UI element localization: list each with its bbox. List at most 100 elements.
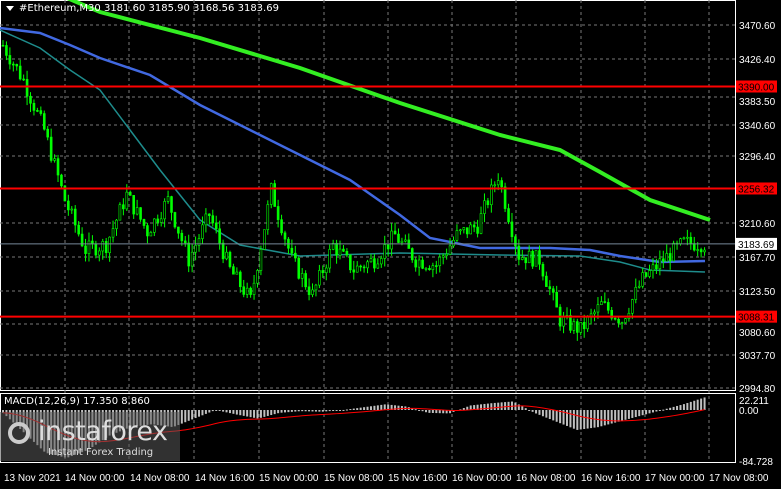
macd-histogram-bar (400, 406, 403, 410)
candle-body (256, 270, 259, 284)
candle-body (551, 288, 555, 293)
ma-fast-line (0, 26, 706, 264)
candle-body (149, 232, 153, 237)
time-tick: 17 Nov 08:00 (709, 473, 769, 484)
macd-histogram-bar (569, 410, 572, 428)
time-tick: 14 Nov 16:00 (195, 473, 255, 484)
macd-histogram-bar (480, 404, 483, 410)
macd-histogram-bar (648, 410, 651, 414)
macd-histogram-bar (352, 408, 355, 410)
macd-histogram-bar (696, 399, 699, 410)
macd-histogram-bar (277, 410, 280, 414)
candle-body (97, 250, 101, 256)
candle-body (321, 270, 325, 274)
macd-histogram-bar (342, 409, 345, 411)
macd-histogram-bar (356, 408, 359, 410)
macd-histogram-bar (394, 405, 397, 410)
macd-histogram-bar (614, 410, 617, 423)
macd-histogram-bar (431, 410, 434, 413)
candle-body (510, 221, 514, 238)
dropdown-triangle-icon[interactable] (6, 5, 14, 11)
candle-body (345, 250, 349, 256)
macd-histogram-bar (308, 410, 311, 412)
candle-body (177, 226, 180, 234)
candle-body (534, 250, 538, 267)
candle-body (228, 251, 232, 267)
candle-body (531, 250, 534, 267)
candle-body (679, 238, 682, 244)
macd-histogram-bar (332, 410, 335, 411)
candle-body (500, 180, 503, 188)
candle-body (73, 208, 77, 226)
candle-body (314, 284, 318, 291)
candle-body (472, 224, 476, 228)
macd-histogram-bar (411, 408, 414, 410)
current-price-badge (736, 237, 777, 250)
candle-body (689, 236, 693, 244)
candle-body (686, 236, 689, 239)
candle-body (111, 228, 115, 238)
candle-body (166, 196, 170, 202)
candle-body (342, 248, 345, 252)
candle-body (311, 289, 314, 295)
macd-histogram-bar (521, 406, 524, 410)
macd-histogram-bar (634, 410, 637, 418)
candle-body (431, 265, 435, 271)
candle-body (331, 243, 335, 250)
candle-body (328, 249, 332, 269)
candle-body (503, 186, 507, 209)
main-frame (0, 0, 736, 391)
macd-histogram-bar (693, 400, 696, 410)
macd-histogram-bar (665, 408, 668, 410)
candle-body (448, 245, 452, 255)
macd-histogram-bar (507, 401, 510, 410)
macd-histogram-bar (627, 410, 630, 419)
macd-histogram-bar (552, 410, 555, 421)
candle-body (699, 249, 703, 253)
candle-body (603, 301, 607, 303)
candle-body (610, 309, 614, 319)
candle-body (276, 206, 280, 220)
time-tick: 13 Nov 2021 (4, 473, 61, 484)
time-tick: 15 Nov 00:00 (259, 473, 319, 484)
candle-body (620, 322, 624, 324)
macd-histogram-bar (191, 410, 194, 420)
macd-histogram-bar (376, 405, 379, 410)
candle-body (249, 287, 252, 295)
macd-histogram-bar (428, 410, 431, 413)
price-tick: 3210.60 (739, 219, 776, 230)
macd-histogram-bar (325, 410, 328, 412)
macd-histogram-bar (273, 410, 276, 415)
gear-logo-icon (8, 422, 30, 444)
macd-histogram-bar (328, 410, 331, 412)
candle-body (527, 250, 531, 264)
candle-body (661, 258, 665, 262)
macd-histogram-bar (566, 410, 568, 426)
macd-histogram-bar (290, 410, 293, 412)
macd-tick: 0.00 (739, 406, 759, 417)
macd-histogram-bar (617, 410, 620, 422)
macd-histogram-bar (459, 409, 462, 411)
time-tick: 16 Nov 00:00 (452, 473, 512, 484)
macd-label: MACD(12,26,9) 17.350 8.860 (4, 396, 150, 407)
candle-body (469, 224, 473, 235)
macd-histogram-bar (555, 410, 558, 422)
candle-body (304, 273, 307, 288)
macd-histogram-bar (559, 410, 562, 424)
candle-body (352, 269, 356, 273)
candle-body (586, 316, 589, 330)
candle-body (214, 222, 218, 230)
candle-body (218, 228, 221, 244)
candle-body (338, 248, 342, 256)
macd-histogram-bar (576, 410, 579, 430)
macd-histogram-bar (270, 410, 273, 416)
price-tick: 3470.60 (739, 21, 776, 32)
candle-body (25, 79, 29, 97)
candle-body (703, 249, 706, 253)
candle-body (393, 230, 397, 235)
symbol: #Ethereum,M30 (19, 3, 101, 14)
macd-histogram-bar (349, 409, 352, 411)
chart-title: #Ethereum,M30 3181.60 3185.90 3168.56 31… (6, 3, 279, 14)
macd-histogram-bar (284, 410, 286, 413)
candle-body (524, 257, 528, 264)
